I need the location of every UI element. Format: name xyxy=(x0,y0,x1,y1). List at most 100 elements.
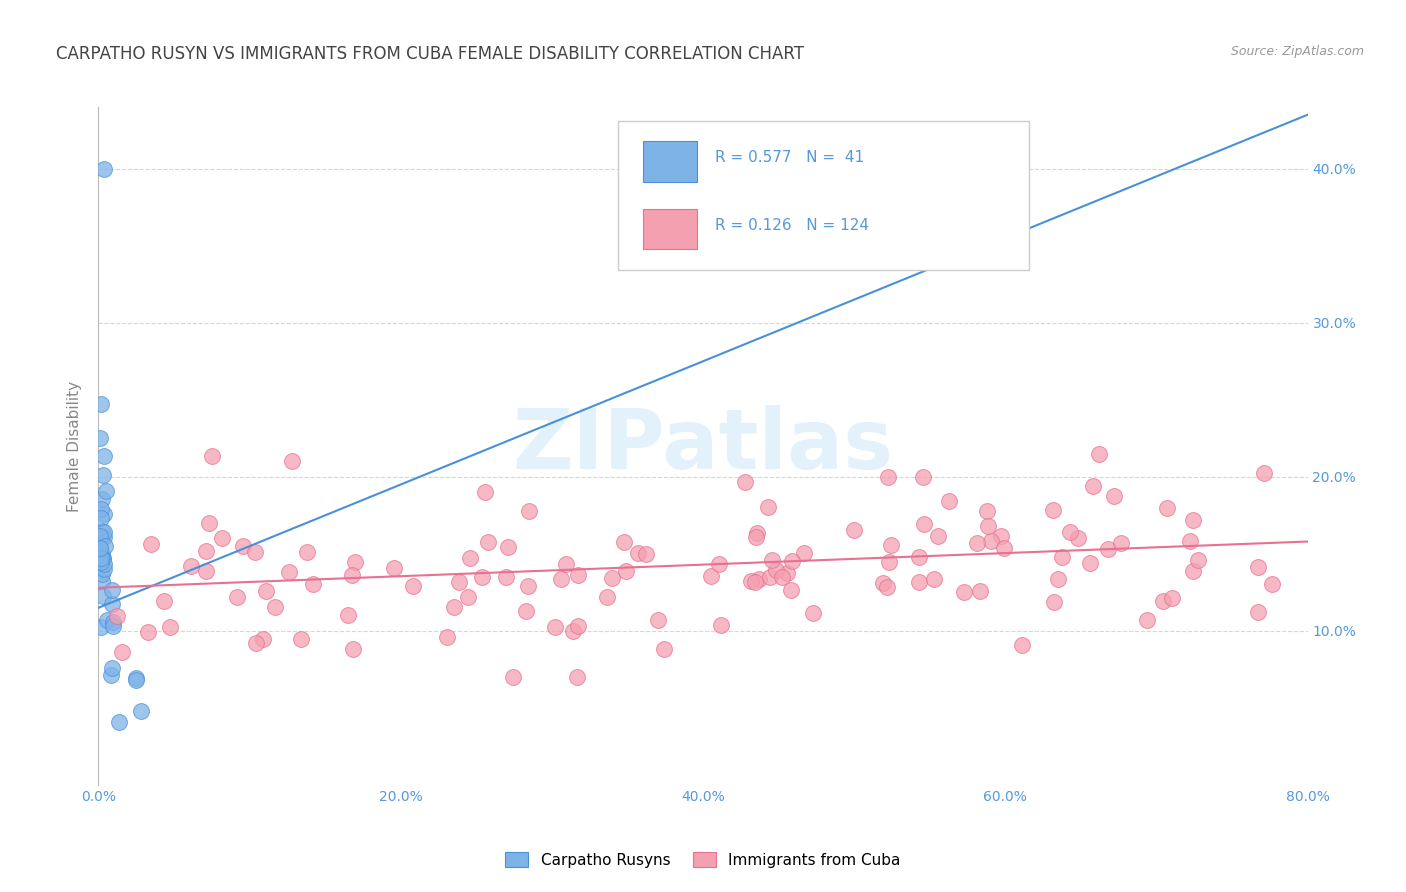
Point xyxy=(801,607,824,621)
Point xyxy=(93,450,115,464)
Point xyxy=(201,449,224,463)
Text: CARPATHO RUSYN VS IMMIGRANTS FROM CUBA FEMALE DISABILITY CORRELATION CHART: CARPATHO RUSYN VS IMMIGRANTS FROM CUBA F… xyxy=(56,45,804,62)
Point xyxy=(90,511,112,525)
Point xyxy=(1011,638,1033,652)
Point xyxy=(907,550,929,565)
Point xyxy=(567,619,589,633)
Point xyxy=(278,565,301,579)
Point xyxy=(225,590,247,604)
Point xyxy=(966,536,988,550)
Point xyxy=(550,572,572,586)
Point xyxy=(1152,593,1174,607)
Point xyxy=(1109,535,1132,549)
Point xyxy=(780,583,803,598)
Point xyxy=(1182,564,1205,578)
Point xyxy=(770,569,793,583)
Point xyxy=(90,524,112,539)
Point xyxy=(780,554,803,568)
Legend: Carpatho Rusyns, Immigrants from Cuba: Carpatho Rusyns, Immigrants from Cuba xyxy=(498,844,908,875)
FancyBboxPatch shape xyxy=(619,120,1029,269)
Point xyxy=(1182,513,1205,527)
Point xyxy=(1161,591,1184,606)
Point xyxy=(100,668,122,682)
Point xyxy=(993,541,1015,555)
Point xyxy=(842,523,865,537)
Point xyxy=(457,590,479,604)
Point xyxy=(125,671,148,685)
Y-axis label: Female Disability: Female Disability xyxy=(67,380,83,512)
Point xyxy=(596,590,619,604)
Point xyxy=(254,583,277,598)
Point xyxy=(477,535,499,549)
Point xyxy=(458,550,481,565)
Point xyxy=(953,584,976,599)
Point xyxy=(125,673,148,688)
Point xyxy=(139,537,162,551)
Point xyxy=(180,559,202,574)
Point xyxy=(382,561,405,575)
Point xyxy=(745,530,768,544)
Point xyxy=(761,553,783,567)
Point xyxy=(1042,502,1064,516)
Point xyxy=(496,540,519,554)
Point xyxy=(290,632,312,647)
Point xyxy=(108,715,131,730)
Point xyxy=(990,529,1012,543)
Point xyxy=(1136,613,1159,627)
Point xyxy=(1247,605,1270,619)
Point xyxy=(447,575,470,590)
Point xyxy=(91,551,114,566)
Point xyxy=(91,589,114,603)
Point xyxy=(1059,524,1081,539)
Point xyxy=(90,551,112,566)
Point xyxy=(740,574,762,589)
Point xyxy=(614,564,637,578)
Point xyxy=(91,547,114,561)
Point xyxy=(91,551,114,566)
Point xyxy=(89,541,111,556)
Point xyxy=(759,570,782,584)
Point xyxy=(96,613,118,627)
Point xyxy=(555,557,578,571)
Text: ZIPatlas: ZIPatlas xyxy=(513,406,893,486)
Point xyxy=(1067,531,1090,545)
Point xyxy=(101,582,124,597)
Point xyxy=(340,568,363,582)
Point xyxy=(1102,489,1125,503)
Text: R = 0.126   N = 124: R = 0.126 N = 124 xyxy=(716,219,869,233)
Point xyxy=(336,608,359,623)
Point xyxy=(197,516,219,530)
Point xyxy=(765,563,787,577)
Point xyxy=(516,579,538,593)
Point xyxy=(1187,553,1209,567)
Point xyxy=(600,572,623,586)
Point xyxy=(474,485,496,500)
Point xyxy=(1097,541,1119,556)
Point xyxy=(101,615,124,629)
Point xyxy=(872,576,894,591)
Point xyxy=(153,593,176,607)
Point xyxy=(876,470,898,484)
Point xyxy=(1043,595,1066,609)
Point xyxy=(748,572,770,586)
Point xyxy=(876,580,898,594)
Point xyxy=(93,530,115,544)
Point xyxy=(91,567,114,582)
Point xyxy=(627,546,650,560)
Point xyxy=(880,538,903,552)
Point xyxy=(344,555,367,569)
Point xyxy=(93,161,115,176)
Text: Source: ZipAtlas.com: Source: ZipAtlas.com xyxy=(1230,45,1364,58)
Point xyxy=(105,608,128,623)
Point xyxy=(90,620,112,634)
Point xyxy=(301,576,323,591)
Point xyxy=(93,557,115,571)
Point xyxy=(90,397,112,411)
Point xyxy=(1047,572,1070,586)
Point xyxy=(93,525,115,540)
Point xyxy=(912,516,935,531)
Point xyxy=(519,504,541,518)
Point xyxy=(1247,559,1270,574)
Point xyxy=(927,529,949,543)
Point xyxy=(1156,500,1178,515)
